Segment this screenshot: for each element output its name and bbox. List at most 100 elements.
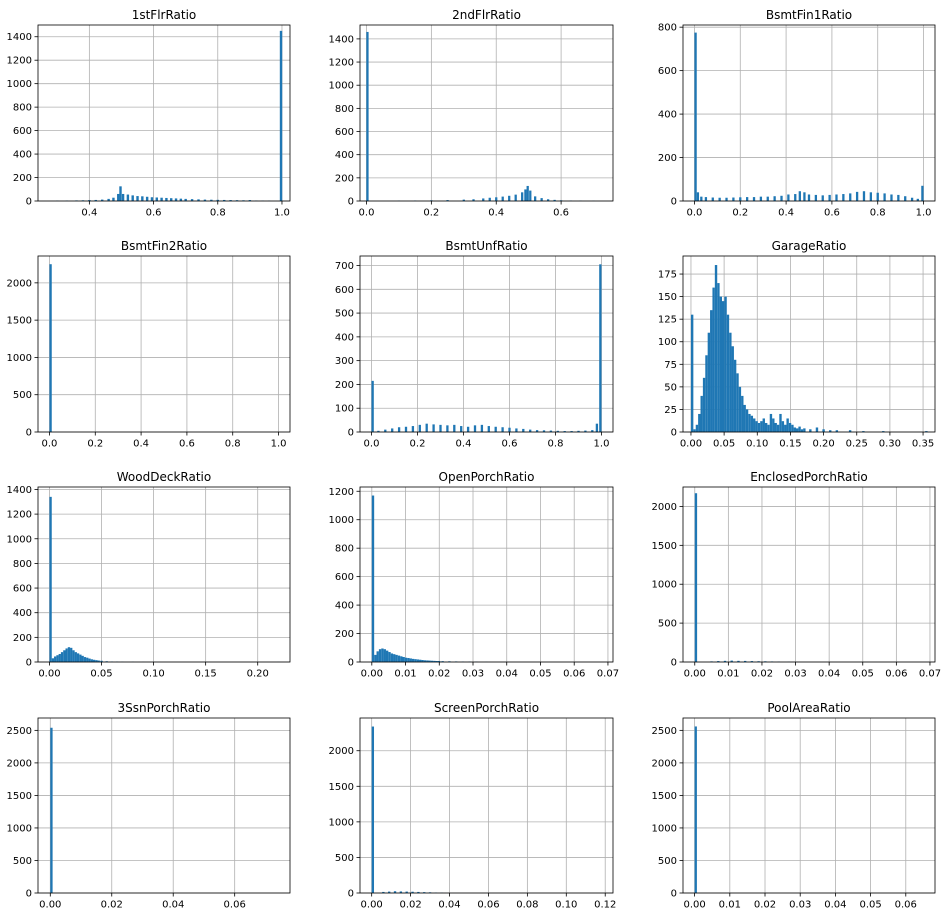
histogram-bar (395, 654, 398, 662)
histogram-bar (94, 199, 97, 201)
axes-frame (37, 486, 291, 663)
y-tick-label: 200 (13, 173, 32, 184)
x-tick-label: 0.10 (555, 900, 577, 911)
x-tick-label: 0.00 (684, 669, 706, 680)
histogram-bar (762, 418, 765, 432)
histogram-bar (755, 421, 758, 432)
y-tick-label: 2000 (7, 758, 32, 769)
subplot-title: 1stFlrRatio (132, 8, 197, 22)
histogram-bar (719, 296, 722, 432)
x-tick-label: 0.02 (754, 900, 776, 911)
histogram-bar (694, 726, 697, 893)
histogram-bar (56, 655, 59, 662)
y-tick-label: 200 (13, 633, 32, 644)
y-tick-label: 1200 (329, 487, 354, 498)
histogram-bar (883, 193, 886, 201)
histogram-bar (404, 657, 408, 662)
y-tick-label: 600 (13, 126, 32, 137)
histogram-bar (462, 199, 465, 201)
histogram-bar (439, 424, 442, 432)
histogram-bar (696, 192, 700, 201)
histogram-bar (921, 185, 924, 201)
x-tick-label: 0.4 (488, 208, 504, 219)
y-tick-label: 0 (26, 889, 32, 900)
histogram-bar (501, 427, 504, 432)
histogram-bar (822, 429, 825, 432)
y-tick-label: 600 (658, 66, 677, 77)
y-tick-label: 1000 (652, 823, 677, 834)
axes-frame (682, 717, 936, 894)
x-tick-label: 0.05 (529, 669, 551, 680)
histogram-bar (731, 346, 734, 432)
y-tick-label: 800 (335, 104, 354, 115)
subplot-2ndflrratio: 0.0 0.2 0.4 0.6 0 200 400 600 800 1000 1200 1400 2nd… (329, 8, 614, 219)
subplot-enclosedporchratio: 0.00 0.01 0.02 0.03 0.04 0.05 0.06 0.07 0 500 1000… (652, 470, 942, 680)
histogram-bar (916, 198, 919, 201)
histogram-bar (776, 424, 780, 432)
histogram-bar (371, 726, 375, 893)
y-tick-label: 0 (26, 197, 32, 208)
x-tick-label: 0.04 (162, 900, 184, 911)
histogram-bar (472, 199, 475, 201)
axes-frame (37, 24, 291, 202)
histogram-bar (482, 198, 485, 201)
histogram-bar (235, 200, 239, 201)
histogram-bar (371, 380, 374, 432)
y-tick-label: 25 (664, 405, 677, 416)
x-tick-label: 0.01 (719, 900, 741, 911)
x-tick-label: 0.0 (687, 208, 703, 219)
histogram-bar (141, 196, 144, 201)
histogram-bar (374, 654, 377, 662)
histogram-bar (803, 428, 806, 432)
histogram-bar (711, 197, 714, 201)
plot-area (38, 25, 290, 201)
x-tick-label: 0.00 (39, 900, 61, 911)
x-tick-label: 0.05 (852, 669, 874, 680)
x-tick-label: 0.8 (870, 208, 886, 219)
histogram-bar (501, 196, 504, 201)
y-tick-label: 0 (26, 658, 32, 669)
histogram-bar (136, 196, 139, 201)
histogram-bar (404, 426, 408, 432)
histogram-bar (798, 191, 801, 201)
x-tick-label: 0.4 (133, 439, 149, 450)
histogram-bar (791, 424, 794, 432)
y-tick-label: 2500 (652, 726, 677, 737)
histogram-bar (746, 197, 749, 201)
histogram-bar (546, 199, 550, 201)
x-tick-label: 0.2 (410, 439, 426, 450)
subplot-title: WoodDeckRatio (117, 470, 211, 484)
histogram-bar (794, 194, 797, 201)
y-tick-label: 500 (13, 856, 32, 867)
y-tick-label: 200 (335, 629, 354, 640)
histogram-bar (904, 196, 907, 201)
histogram-bar (748, 413, 751, 432)
x-tick-label: 0.04 (824, 900, 846, 911)
histogram-bar (700, 395, 703, 432)
histogram-bar (694, 32, 697, 202)
y-tick-label: 400 (335, 601, 354, 612)
y-tick-label: 0 (671, 428, 677, 439)
histogram-bar (90, 659, 93, 662)
histogram-bar (88, 658, 91, 662)
histogram-bar (425, 423, 428, 432)
histogram-bar (495, 197, 498, 201)
y-tick-label: 1000 (7, 79, 32, 90)
y-tick-label: 400 (335, 150, 354, 161)
histogram-bar (95, 660, 98, 662)
histogram-bar (414, 659, 417, 662)
histogram-bar (433, 660, 436, 662)
histogram-bar (534, 196, 537, 201)
y-tick-label: 2000 (652, 758, 677, 769)
histogram-bar (70, 647, 73, 662)
axes-frame (359, 255, 614, 433)
histogram-bar (714, 265, 718, 432)
histogram-bar (131, 195, 134, 201)
histogram-bar (416, 659, 420, 662)
x-tick-label: 0.12 (594, 900, 616, 911)
x-tick-label: 0.20 (812, 439, 834, 450)
plot-area (683, 25, 935, 201)
histogram-bar (738, 386, 742, 432)
x-tick-label: 0.04 (438, 900, 460, 911)
axes-frame (359, 717, 614, 894)
